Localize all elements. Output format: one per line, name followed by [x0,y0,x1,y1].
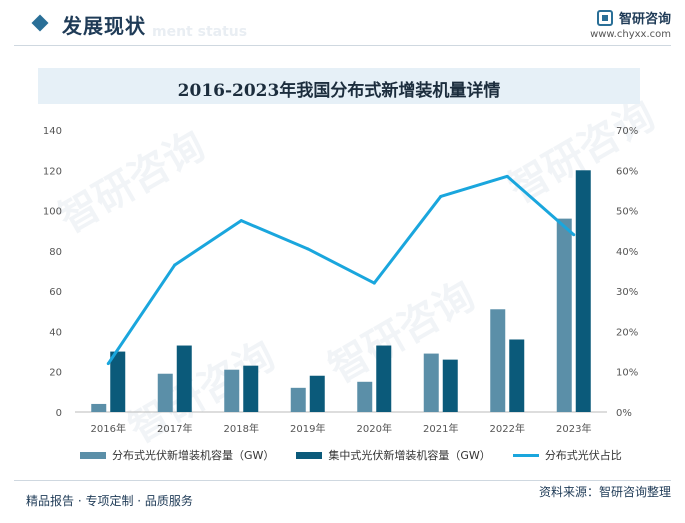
bar-centralized [575,170,591,412]
legend-swatch [512,453,539,457]
brand-url: www.chyxx.com [590,29,671,40]
y-left-tick-label: 100 [43,207,62,218]
bar-centralized [110,351,126,412]
x-tick-label: 2019年 [290,422,325,435]
chart-title: 2016-2023年我国分布式新增装机量详情 [177,81,501,101]
y-left-tick-label: 20 [49,368,62,379]
legend-swatch [296,451,323,459]
share-point [505,174,509,178]
bar-distributed [490,309,506,412]
y-left-tick-label: 80 [49,247,62,258]
bar-distributed [423,353,439,412]
bar-centralized [176,345,192,412]
x-tick-label: 2018年 [224,422,259,435]
x-tick-label: 2016年 [91,422,126,435]
page-header: 发展现状 ment status 智研咨询 www.chyxx.com [0,0,685,52]
share-point [572,233,576,237]
share-point [106,362,110,366]
bar-distributed [224,369,240,412]
chart-legend: 分布式光伏新增装机容量（GW） 集中式光伏新增装机容量（GW） 分布式光伏占比 [80,447,622,463]
brand: 智研咨询 www.chyxx.com [590,8,671,40]
source-note: 资料来源：智研咨询整理 [538,485,671,499]
x-tick-label: 2017年 [157,422,192,435]
bar-centralized [243,365,259,412]
y-left-tick-label: 60 [49,287,62,298]
footer-tagline: 精品报告 · 专项定制 · 品质服务 [26,494,193,508]
bar-distributed [290,387,306,412]
bar-distributed [556,218,572,412]
y-left-tick-label: 120 [43,166,62,177]
legend-label: 集中式光伏新增装机容量（GW） [328,449,491,462]
y-right-tick-label: 20% [616,327,638,338]
y-right-tick-label: 70% [616,126,638,137]
y-right-tick-label: 60% [616,166,638,177]
legend-item-centralized: 集中式光伏新增装机容量（GW） [296,447,491,463]
chart-title-band: 2016-2023年我国分布式新增装机量详情 [38,68,640,104]
y-right-tick-label: 10% [616,368,638,379]
bar-centralized [509,339,525,412]
page-footer: 精品报告 · 专项定制 · 品质服务 资料来源：智研咨询整理 [0,480,685,523]
legend-item-distributed: 分布式光伏新增装机容量（GW） [80,447,274,463]
legend-item-share: 分布式光伏占比 [512,447,622,463]
x-tick-label: 2020年 [357,422,392,435]
bar-distributed [157,373,173,412]
share-point [239,219,243,223]
legend-swatch [80,451,106,459]
bar-centralized [376,345,392,412]
share-line [107,174,575,365]
y-right-tick-label: 40% [616,247,638,258]
share-point [372,281,376,285]
y-right-tick-label: 0% [616,408,632,419]
bar-distributed [91,403,107,412]
y-right-tick-label: 30% [616,287,638,298]
legend-label: 分布式光伏占比 [544,449,622,462]
section-title: 发展现状 [62,14,146,38]
share-point [173,263,177,267]
y-right-tick-label: 50% [616,207,638,218]
share-point [306,247,310,251]
y-left-tick-label: 0 [56,408,62,419]
footer-divider [14,480,671,481]
legend-label: 分布式光伏新增装机容量（GW） [112,449,275,462]
section-subtitle: ment status [152,24,248,40]
y-left-tick-label: 140 [43,126,62,137]
brand-name: 智研咨询 [618,12,671,27]
y-left-tick-label: 40 [49,327,62,338]
brand-logo-icon [596,9,613,26]
bar-distributed [357,381,373,412]
x-tick-label: 2022年 [490,422,525,435]
header-divider [14,45,671,46]
x-tick-label: 2021年 [423,422,458,435]
bar-centralized [309,375,325,412]
x-tick-label: 2023年 [556,422,591,435]
bar-centralized [442,359,458,412]
share-point [439,194,443,198]
